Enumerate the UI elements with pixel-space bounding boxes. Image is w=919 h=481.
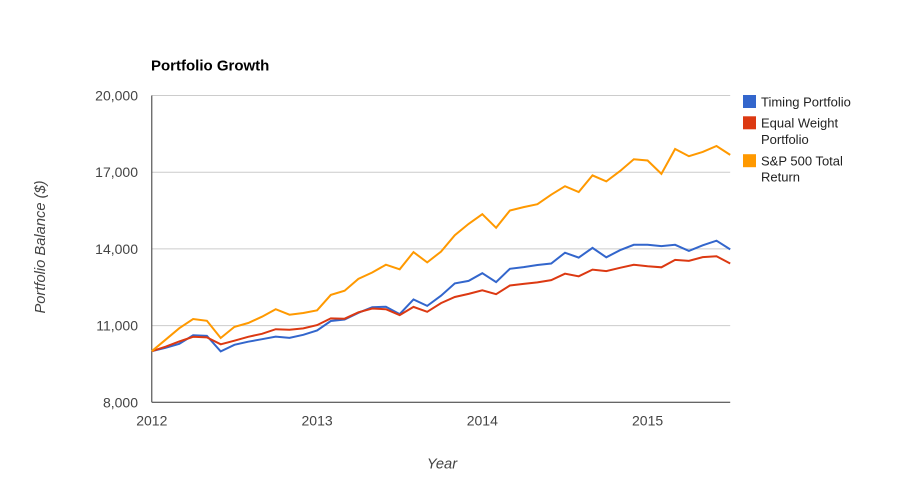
svg-text:Year: Year [427,457,458,473]
svg-text:8,000: 8,000 [103,394,138,410]
svg-text:20,000: 20,000 [95,88,138,104]
svg-text:Equal Weight: Equal Weight [761,116,838,131]
svg-text:S&P 500 Total: S&P 500 Total [761,153,843,168]
svg-text:11,000: 11,000 [96,318,138,334]
svg-text:Portfolio: Portfolio [761,132,809,147]
svg-text:Portfolio Balance ($): Portfolio Balance ($) [33,180,49,313]
svg-text:17,000: 17,000 [95,164,138,180]
svg-text:2015: 2015 [632,412,663,428]
svg-text:Portfolio Growth: Portfolio Growth [151,58,269,75]
svg-text:14,000: 14,000 [95,241,138,257]
svg-text:2012: 2012 [136,412,167,428]
svg-text:2014: 2014 [467,412,498,428]
svg-text:Timing Portfolio: Timing Portfolio [761,95,851,110]
svg-text:2013: 2013 [302,412,333,428]
svg-text:Return: Return [761,170,800,185]
